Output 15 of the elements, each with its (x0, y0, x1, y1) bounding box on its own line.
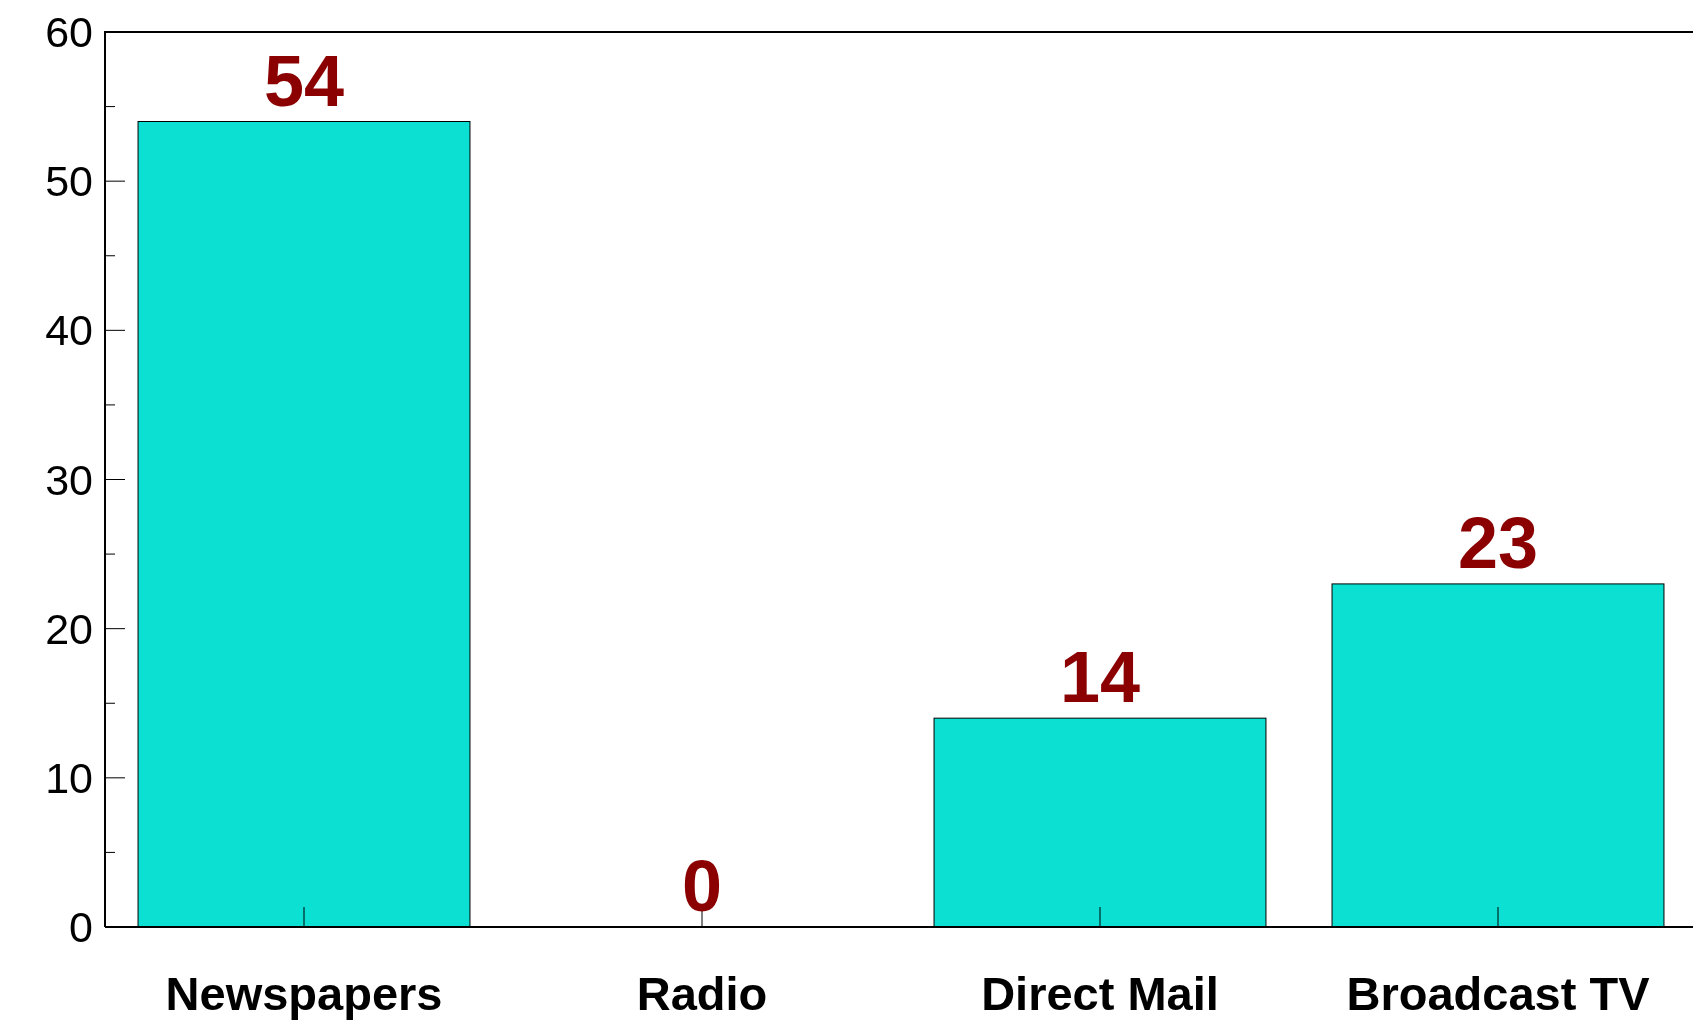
y-tick-label: 30 (45, 455, 93, 504)
y-tick-label: 60 (45, 8, 93, 57)
data-label: 23 (1457, 502, 1539, 583)
data-label: 0 (681, 846, 723, 926)
x-tick-label: Broadcast TV (1346, 967, 1651, 1020)
y-tick-label: 20 (45, 604, 93, 653)
x-tick-label: Direct Mail (981, 967, 1219, 1020)
y-tick-label: 0 (69, 903, 93, 952)
data-label: 14 (1059, 637, 1141, 718)
data-label: 54 (263, 40, 345, 121)
y-tick-label: 50 (45, 157, 93, 206)
x-tick-label: Radio (636, 967, 768, 1020)
y-tick-label: 10 (45, 753, 93, 802)
y-tick-label: 40 (45, 306, 93, 355)
x-tick-label: Newspapers (165, 967, 443, 1020)
